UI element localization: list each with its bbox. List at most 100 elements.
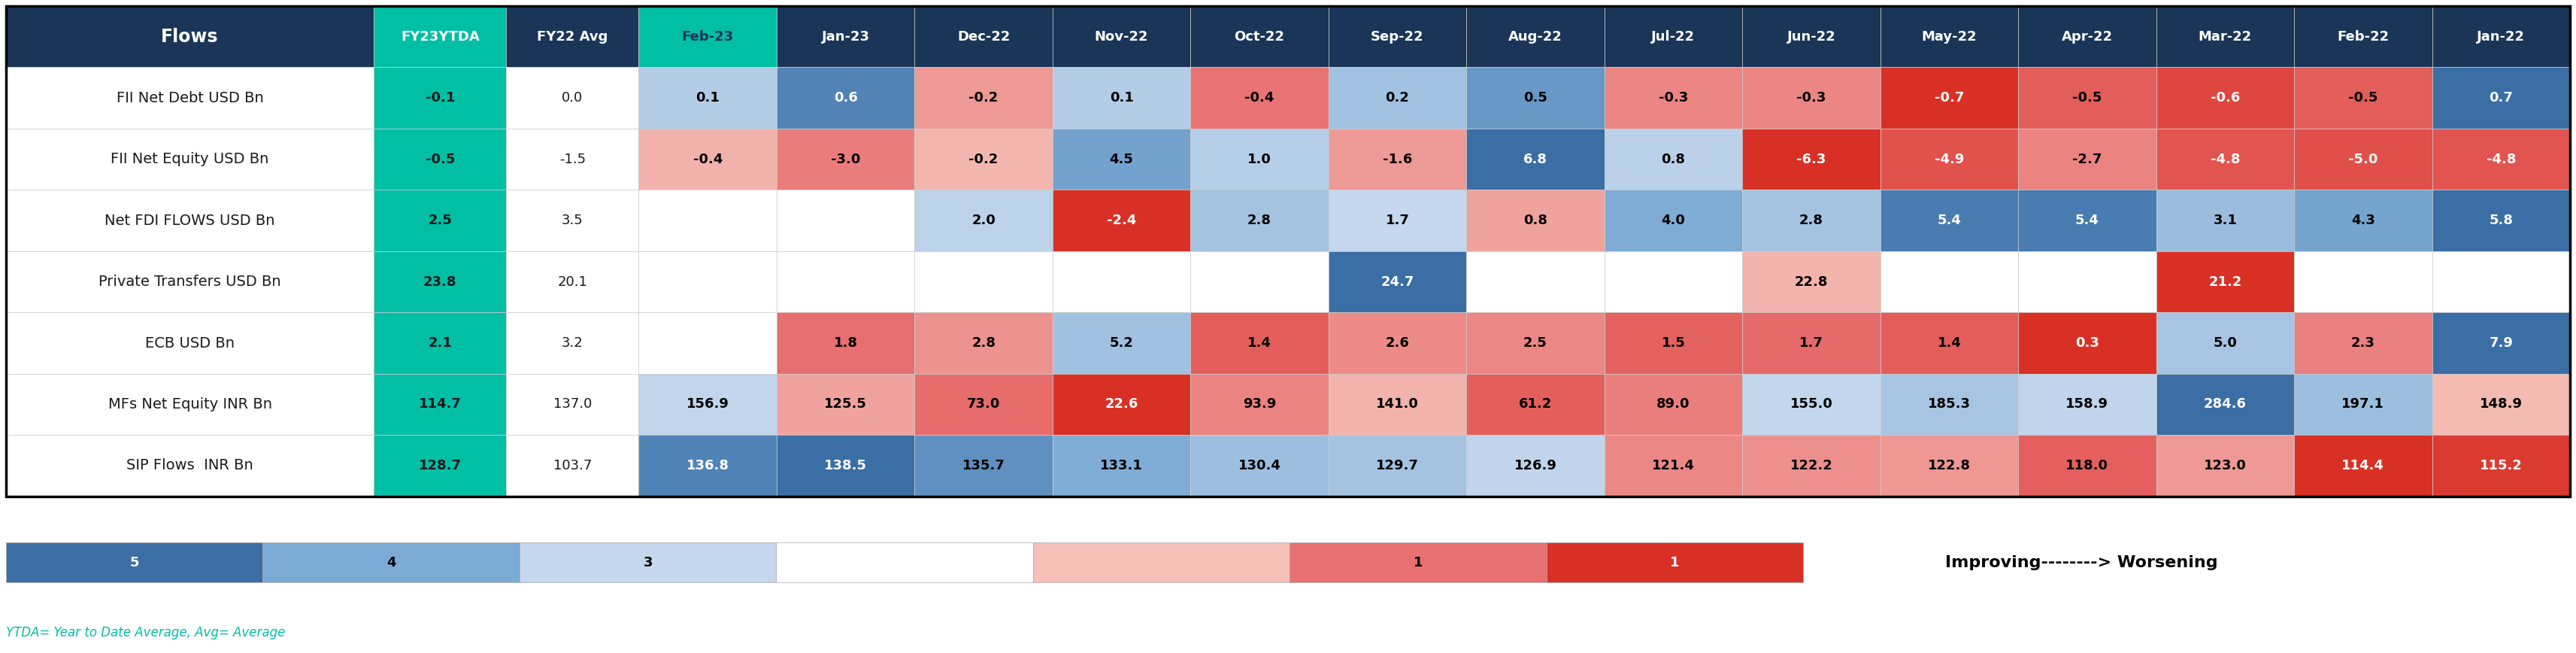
Bar xyxy=(2432,312,2571,374)
Bar xyxy=(2156,6,2295,67)
Bar xyxy=(1880,312,2017,374)
Bar xyxy=(2295,67,2432,129)
Bar xyxy=(2295,435,2432,496)
Text: 0.8: 0.8 xyxy=(1522,214,1548,227)
Bar xyxy=(1466,374,1605,435)
Bar xyxy=(2156,67,2295,129)
Text: 2.8: 2.8 xyxy=(1798,214,1824,227)
Bar xyxy=(1466,6,1605,67)
Text: 0.5: 0.5 xyxy=(1522,91,1548,104)
Bar xyxy=(1329,374,1466,435)
Bar xyxy=(5,251,374,312)
Bar xyxy=(914,312,1054,374)
Bar xyxy=(2017,6,2156,67)
Text: Feb-22: Feb-22 xyxy=(2336,30,2388,44)
Text: FII Net Debt USD Bn: FII Net Debt USD Bn xyxy=(116,91,263,105)
Bar xyxy=(778,312,914,374)
Bar xyxy=(1741,312,1880,374)
Bar xyxy=(639,190,778,251)
Bar xyxy=(778,190,914,251)
Bar xyxy=(639,67,778,129)
Text: 1: 1 xyxy=(1414,556,1422,569)
Bar xyxy=(1054,129,1190,190)
Text: 118.0: 118.0 xyxy=(2066,459,2110,472)
Text: 115.2: 115.2 xyxy=(2481,459,2522,472)
Text: 2.8: 2.8 xyxy=(971,336,997,350)
Text: 128.7: 128.7 xyxy=(420,459,461,472)
Text: 5.4: 5.4 xyxy=(2076,214,2099,227)
Text: 5.8: 5.8 xyxy=(2488,214,2514,227)
Bar xyxy=(2295,251,2432,312)
Bar xyxy=(374,435,507,496)
Text: FY22 Avg: FY22 Avg xyxy=(536,30,608,44)
Bar xyxy=(374,67,507,129)
Text: 2.5: 2.5 xyxy=(1522,336,1548,350)
Bar xyxy=(914,6,1054,67)
Text: 2.8: 2.8 xyxy=(1247,214,1273,227)
Text: 21.2: 21.2 xyxy=(2208,275,2241,289)
Bar xyxy=(5,190,374,251)
Bar xyxy=(2017,435,2156,496)
Bar xyxy=(507,312,639,374)
Text: 4.3: 4.3 xyxy=(2352,214,2375,227)
Bar xyxy=(507,6,639,67)
Text: 5: 5 xyxy=(129,556,139,569)
Text: 0.1: 0.1 xyxy=(696,91,719,104)
Text: -0.5: -0.5 xyxy=(425,152,456,166)
Bar xyxy=(2156,435,2295,496)
Bar xyxy=(507,435,639,496)
Text: Jun-22: Jun-22 xyxy=(1788,30,1837,44)
Bar xyxy=(2156,251,2295,312)
Bar xyxy=(1329,312,1466,374)
Bar xyxy=(507,67,639,129)
Text: 0.8: 0.8 xyxy=(1662,152,1685,166)
Bar xyxy=(1880,6,2017,67)
Text: 138.5: 138.5 xyxy=(824,459,868,472)
Text: -0.7: -0.7 xyxy=(1935,91,1963,104)
Text: 122.2: 122.2 xyxy=(1790,459,1832,472)
Bar xyxy=(639,312,778,374)
Bar xyxy=(1054,435,1190,496)
Bar xyxy=(2156,129,2295,190)
Bar xyxy=(1546,543,1803,582)
Text: 5.2: 5.2 xyxy=(1110,336,1133,350)
Bar xyxy=(374,129,507,190)
Text: Dec-22: Dec-22 xyxy=(958,30,1010,44)
Bar xyxy=(5,374,374,435)
Text: Flows: Flows xyxy=(162,27,219,46)
Bar xyxy=(778,67,914,129)
Bar xyxy=(1466,190,1605,251)
Bar xyxy=(1329,251,1466,312)
Text: 284.6: 284.6 xyxy=(2202,398,2246,411)
Text: May-22: May-22 xyxy=(1922,30,1976,44)
Text: Aug-22: Aug-22 xyxy=(1510,30,1564,44)
Bar xyxy=(520,543,775,582)
Bar xyxy=(2295,374,2432,435)
Text: -0.4: -0.4 xyxy=(1244,91,1275,104)
Bar xyxy=(374,312,507,374)
Bar xyxy=(1605,374,1741,435)
Bar xyxy=(914,67,1054,129)
Bar xyxy=(1291,543,1546,582)
Text: -0.5: -0.5 xyxy=(2071,91,2102,104)
Text: Sep-22: Sep-22 xyxy=(1370,30,1425,44)
Bar xyxy=(1054,251,1190,312)
Bar xyxy=(1880,190,2017,251)
Text: -0.1: -0.1 xyxy=(425,91,456,104)
Text: 2.6: 2.6 xyxy=(1386,336,1409,350)
Text: 130.4: 130.4 xyxy=(1239,459,1280,472)
Text: 0.6: 0.6 xyxy=(835,91,858,104)
Bar xyxy=(374,6,507,67)
Text: 136.8: 136.8 xyxy=(685,459,729,472)
Text: 73.0: 73.0 xyxy=(966,398,999,411)
Text: Oct-22: Oct-22 xyxy=(1234,30,1285,44)
Text: Private Transfers USD Bn: Private Transfers USD Bn xyxy=(98,275,281,289)
Bar xyxy=(1605,312,1741,374)
Bar xyxy=(1741,6,1880,67)
Text: -0.3: -0.3 xyxy=(1659,91,1687,104)
Bar xyxy=(1741,435,1880,496)
Text: 121.4: 121.4 xyxy=(1651,459,1695,472)
Bar xyxy=(2295,6,2432,67)
Text: 148.9: 148.9 xyxy=(2481,398,2522,411)
Text: Mar-22: Mar-22 xyxy=(2197,30,2251,44)
